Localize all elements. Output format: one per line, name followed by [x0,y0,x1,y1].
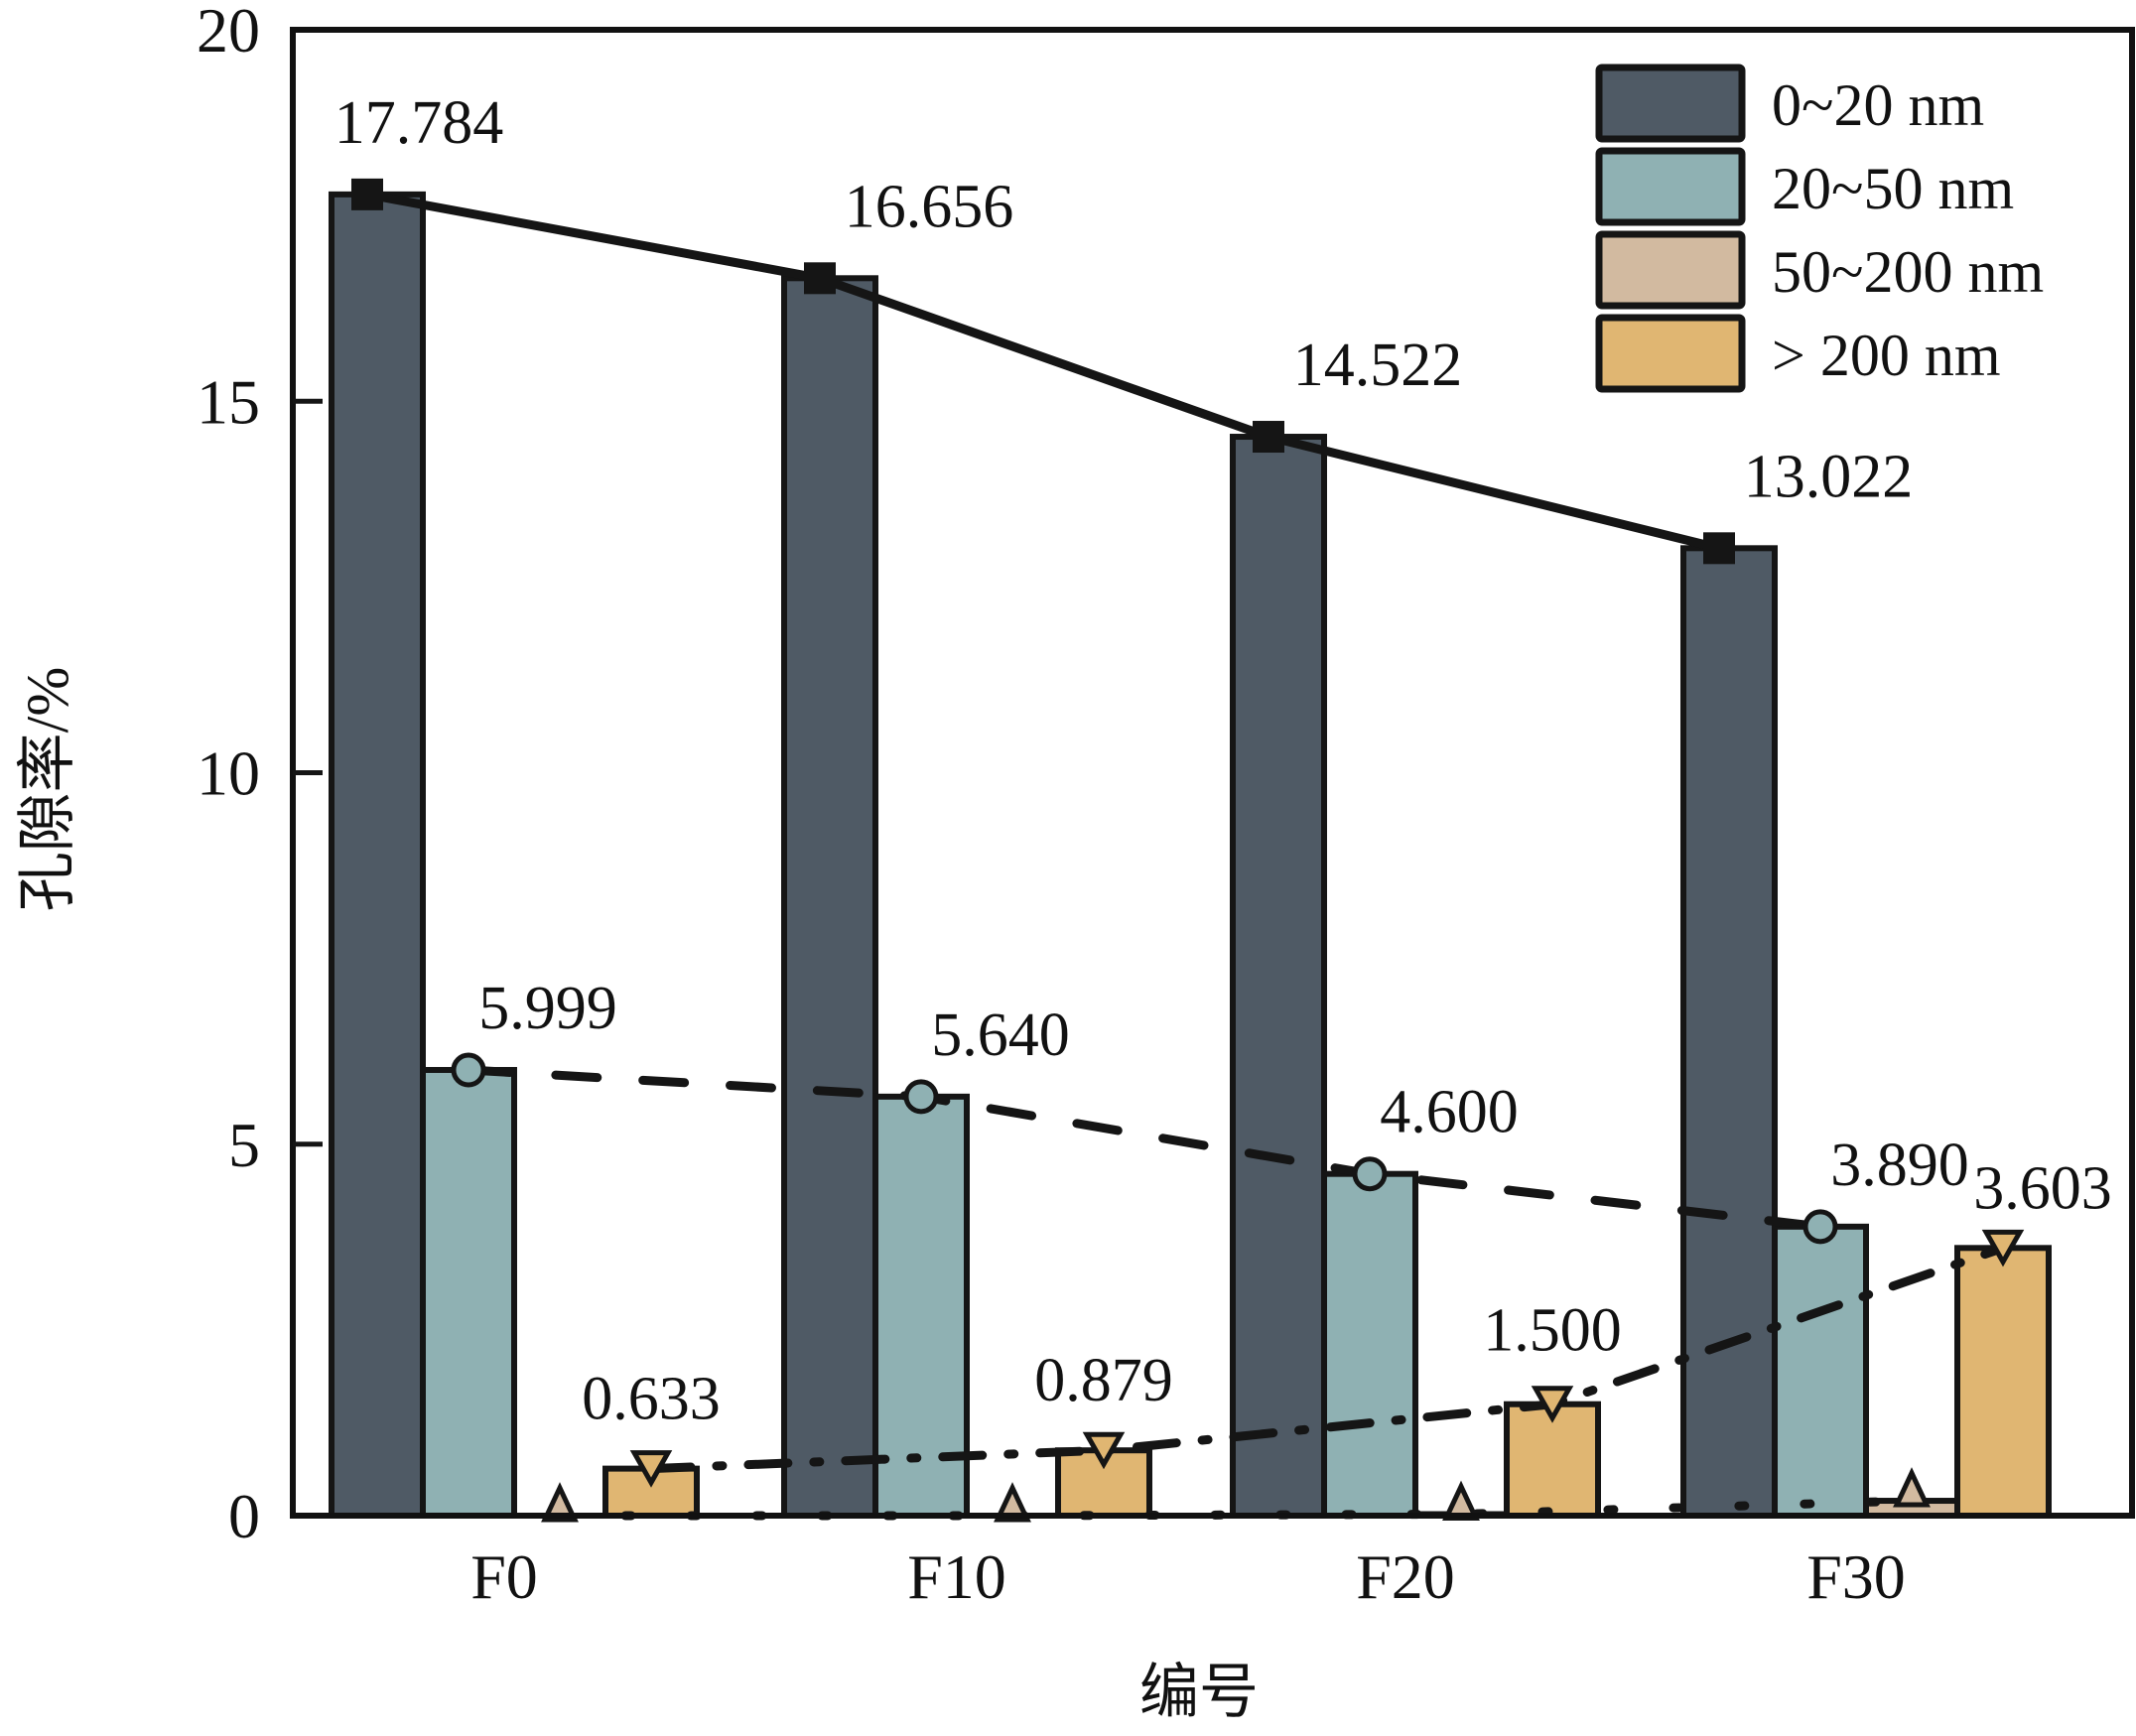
trend-line-20-50-nm [464,1065,1825,1232]
x-tick-label-f10: F10 [907,1541,1006,1612]
bar-20-50-nm-f0 [420,1066,517,1519]
markers-layer [351,178,2025,1523]
trend-line-0-20-nm [362,190,1724,553]
marker-20-50-nm-f10 [903,1079,939,1115]
bar-0-20-nm-f0 [329,191,426,1520]
x-axis-title: 编号 [1139,1660,1259,1725]
legend-swatch-20-50-nm [1595,147,1746,226]
marker-200-nm-f20 [1531,1386,1574,1423]
legend-label-200-nm: > 200 nm [1772,323,2001,388]
x-tick-label-f0: F0 [470,1541,538,1612]
data-label-0-20-nm-f20: 14.522 [1293,332,1463,399]
data-label-0-20-nm-f0: 17.784 [334,89,504,157]
data-labels-layer: 17.784 16.656 14.522 13.022 5.999 5.640 4.600 3… [334,89,2112,1433]
marker-20-50-nm-f20 [1352,1156,1388,1192]
y-tick-label-15: 15 [197,366,260,437]
legend-label-20-50-nm: 20~50 nm [1772,156,2014,221]
bar-0-20-nm-f20 [1230,434,1327,1519]
bar-200-nm-f30 [1954,1245,2052,1519]
data-label-200-nm-f30: 3.603 [1973,1154,2112,1222]
bar-0-20-nm-f10 [781,275,878,1520]
y-axis-ticks: 0 5 10 15 20 [197,0,323,1551]
x-tick-label-f30: F30 [1806,1541,1906,1612]
data-label-200-nm-f20: 1.500 [1483,1297,1622,1365]
data-label-20-50-nm-f10: 5.640 [931,1002,1070,1069]
bars-layer [329,191,2052,1520]
data-label-20-50-nm-f0: 5.999 [478,975,617,1042]
trend-lines-layer [362,190,2008,1521]
data-label-20-50-nm-f20: 4.600 [1380,1079,1519,1146]
marker-50-200-nm-f30 [1893,1467,1931,1508]
data-label-0-20-nm-f30: 13.022 [1744,443,1914,510]
marker-200-nm-f10 [1082,1431,1126,1470]
bar-0-20-nm-f30 [1680,545,1778,1519]
y-tick-label-20: 20 [197,0,260,66]
marker-20-50-nm-f30 [1802,1209,1838,1245]
legend-label-50-200-nm: 50~200 nm [1772,239,2044,305]
data-label-0-20-nm-f10: 16.656 [845,173,1014,240]
legend: 0~20 nm 20~50 nm 50~200 nm > 200 nm [1595,64,2044,393]
marker-0-20-nm-f10 [804,262,836,295]
data-label-200-nm-f10: 0.879 [1034,1347,1173,1414]
y-axis-title: 孔隙率/% [15,667,80,912]
legend-swatch-50-200-nm [1595,230,1746,310]
marker-50-200-nm-f10 [994,1482,1031,1523]
marker-0-20-nm-f0 [351,178,383,210]
marker-20-50-nm-f0 [451,1052,486,1088]
y-tick-label-5: 5 [228,1110,260,1180]
marker-0-20-nm-f30 [1703,532,1735,565]
bar-20-50-nm-f20 [1321,1170,1418,1519]
x-tick-label-f20: F20 [1356,1541,1455,1612]
marker-50-200-nm-f0 [541,1482,579,1523]
legend-swatch-200-nm [1595,314,1746,393]
data-label-20-50-nm-f30: 3.890 [1830,1132,1969,1199]
bar-20-50-nm-f30 [1772,1223,1869,1519]
legend-swatch-0-20-nm [1595,64,1746,143]
trend-line-200-nm [646,1243,2008,1474]
marker-0-20-nm-f20 [1253,421,1284,454]
legend-label-0-20-nm: 0~20 nm [1772,72,1984,138]
y-tick-label-10: 10 [197,738,260,809]
marker-200-nm-f30 [1981,1229,2025,1268]
y-tick-label-0: 0 [228,1481,260,1551]
data-label-200-nm-f0: 0.633 [582,1366,721,1433]
x-axis-tick-labels: F0 F10 F20 F30 [470,1541,1906,1612]
marker-200-nm-f0 [629,1450,673,1488]
